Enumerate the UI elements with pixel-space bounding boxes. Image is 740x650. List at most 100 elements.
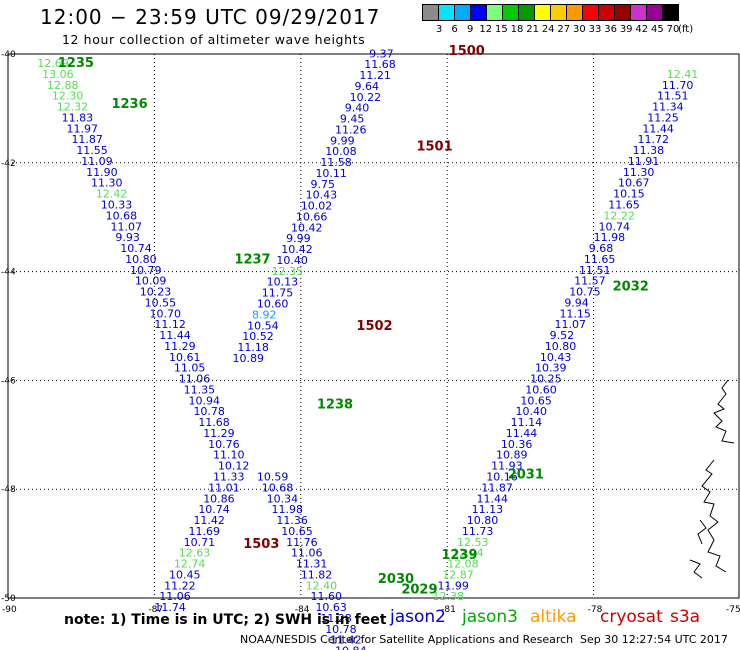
pass-number-label: 2032 [613, 280, 649, 295]
wave-height-label: 11.68 [198, 416, 230, 429]
wave-height-label: 9.99 [286, 232, 311, 245]
wave-height-label: 10.68 [106, 209, 138, 222]
legend-swatch [454, 4, 471, 21]
wave-height-label: 11.58 [320, 156, 352, 169]
wave-height-label: 11.06 [291, 547, 323, 560]
wave-height-label: 11.44 [159, 329, 191, 342]
wave-height-label: 10.67 [618, 177, 650, 190]
wave-height-label: 12.08 [447, 558, 479, 571]
pass-number-label: 1502 [356, 319, 392, 334]
lat-tick-label: -50 [1, 594, 16, 604]
wave-height-label: 10.12 [218, 460, 250, 473]
wave-height-label: 10.55 [145, 296, 177, 309]
wave-height-label: 9.40 [345, 102, 370, 115]
lon-tick-label: -84 [295, 605, 310, 615]
wave-height-label: 11.75 [262, 287, 294, 300]
wave-height-label: 10.80 [545, 340, 577, 353]
wave-height-label: 12.74 [174, 558, 206, 571]
wave-height-label: 11.65 [584, 253, 616, 266]
wave-height-label: 11.97 [67, 122, 99, 135]
wave-height-label: 11.70 [662, 79, 694, 92]
wave-height-label: 11.22 [164, 579, 196, 592]
wave-height-label: 10.74 [120, 242, 151, 255]
legend-level-label: 6 [451, 24, 458, 35]
wave-height-label: 10.39 [535, 362, 567, 375]
wave-height-label: 11.87 [71, 133, 103, 146]
wave-height-label: 10.94 [189, 394, 221, 407]
wave-height-label: 11.83 [62, 111, 94, 124]
wave-height-label: 12.41 [667, 68, 699, 81]
pass-number-label: 1237 [234, 252, 270, 267]
legend-level-label: 12 [479, 24, 493, 35]
legend-swatch [534, 4, 551, 21]
wave-height-label: 11.99 [437, 579, 469, 592]
wave-height-label: 11.10 [213, 449, 245, 462]
wave-height-label: 12.53 [457, 536, 489, 549]
page-subtitle: 12 hour collection of altimeter wave hei… [62, 32, 366, 47]
wave-height-label: 10.59 [257, 470, 289, 483]
satellite-name-cryosat: cryosat [600, 607, 663, 627]
wave-height-label: 10.13 [267, 276, 299, 289]
wave-height-label: 10.43 [306, 189, 338, 202]
wave-height-label: 10.40 [516, 405, 548, 418]
pass-number-label: 1238 [317, 398, 353, 413]
wave-height-label: 11.98 [272, 503, 304, 516]
pass-number-label: 2031 [508, 467, 544, 482]
wave-height-label: 11.91 [628, 155, 660, 168]
wave-height-label: 11.74 [154, 601, 186, 614]
legend-level-label: 39 [619, 24, 633, 35]
wave-height-label: 10.36 [501, 438, 533, 451]
legend-level-label: 21 [526, 24, 539, 35]
pass-number-label: 2030 [378, 572, 414, 587]
wave-height-label: 11.34 [652, 101, 684, 114]
wave-height-label: 11.73 [462, 525, 494, 538]
wave-height-label: 12.30 [52, 90, 84, 103]
wave-height-label: 10.63 [315, 601, 347, 614]
legend-swatch [646, 4, 663, 21]
wave-height-label: 10.65 [281, 525, 313, 538]
lon-tick-label: -87 [148, 605, 163, 615]
wave-height-label: 11.18 [237, 341, 268, 354]
wave-height-label: 10.89 [496, 449, 528, 462]
wave-height-label: 9.64 [354, 80, 379, 93]
wave-height-label: 10.78 [193, 405, 225, 418]
wave-height-label: 12.69 [37, 57, 69, 70]
map-frame [7, 53, 740, 599]
wave-height-label: 10.80 [467, 514, 499, 527]
wave-height-label: 11.98 [594, 231, 626, 244]
wave-height-label: 11.31 [296, 558, 328, 571]
wave-height-label: 11.33 [213, 470, 245, 483]
legend-swatch [422, 4, 439, 21]
lat-tick-label: -42 [1, 159, 16, 169]
legend-level-label: 30 [573, 24, 586, 35]
wave-height-label: 10.11 [315, 167, 347, 180]
legend-level-label: 36 [604, 24, 617, 35]
wave-height-label: 11.51 [579, 264, 611, 277]
wave-height-label: 11.87 [481, 481, 513, 494]
wave-height-label: 11.42 [193, 514, 225, 527]
lon-tick-label: -78 [588, 605, 603, 615]
wave-height-label: 10.54 [247, 319, 279, 332]
legend-swatch [550, 4, 567, 21]
wave-height-label: 11.44 [476, 492, 508, 505]
wave-height-label: 9.37 [369, 47, 394, 60]
wave-height-label: 11.93 [491, 460, 523, 473]
page-title: 12:00 − 23:59 UTC 09/29/2017 [40, 5, 381, 29]
wave-height-label: 11.26 [335, 123, 367, 136]
wave-height-label: 10.79 [130, 264, 162, 277]
wave-height-label: 11.14 [511, 416, 543, 429]
wave-height-label: 11.13 [472, 503, 504, 516]
pass-number-label: 2029 [401, 583, 437, 598]
wave-height-label: 9.99 [330, 134, 355, 147]
legend-swatch [438, 4, 455, 21]
wave-height-label: 10.33 [101, 198, 133, 211]
wave-height-label: 11.01 [208, 481, 240, 494]
wave-height-label: 12.87 [442, 568, 474, 581]
wave-height-label: 11.25 [647, 111, 679, 124]
wave-height-label: 11.07 [110, 220, 142, 233]
legend-swatch [598, 4, 615, 21]
wave-height-label: 10.71 [184, 536, 216, 549]
wave-height-label: 10.70 [150, 307, 182, 320]
wave-height-label: 9.68 [589, 242, 614, 255]
wave-height-label: 12.32 [57, 101, 89, 114]
